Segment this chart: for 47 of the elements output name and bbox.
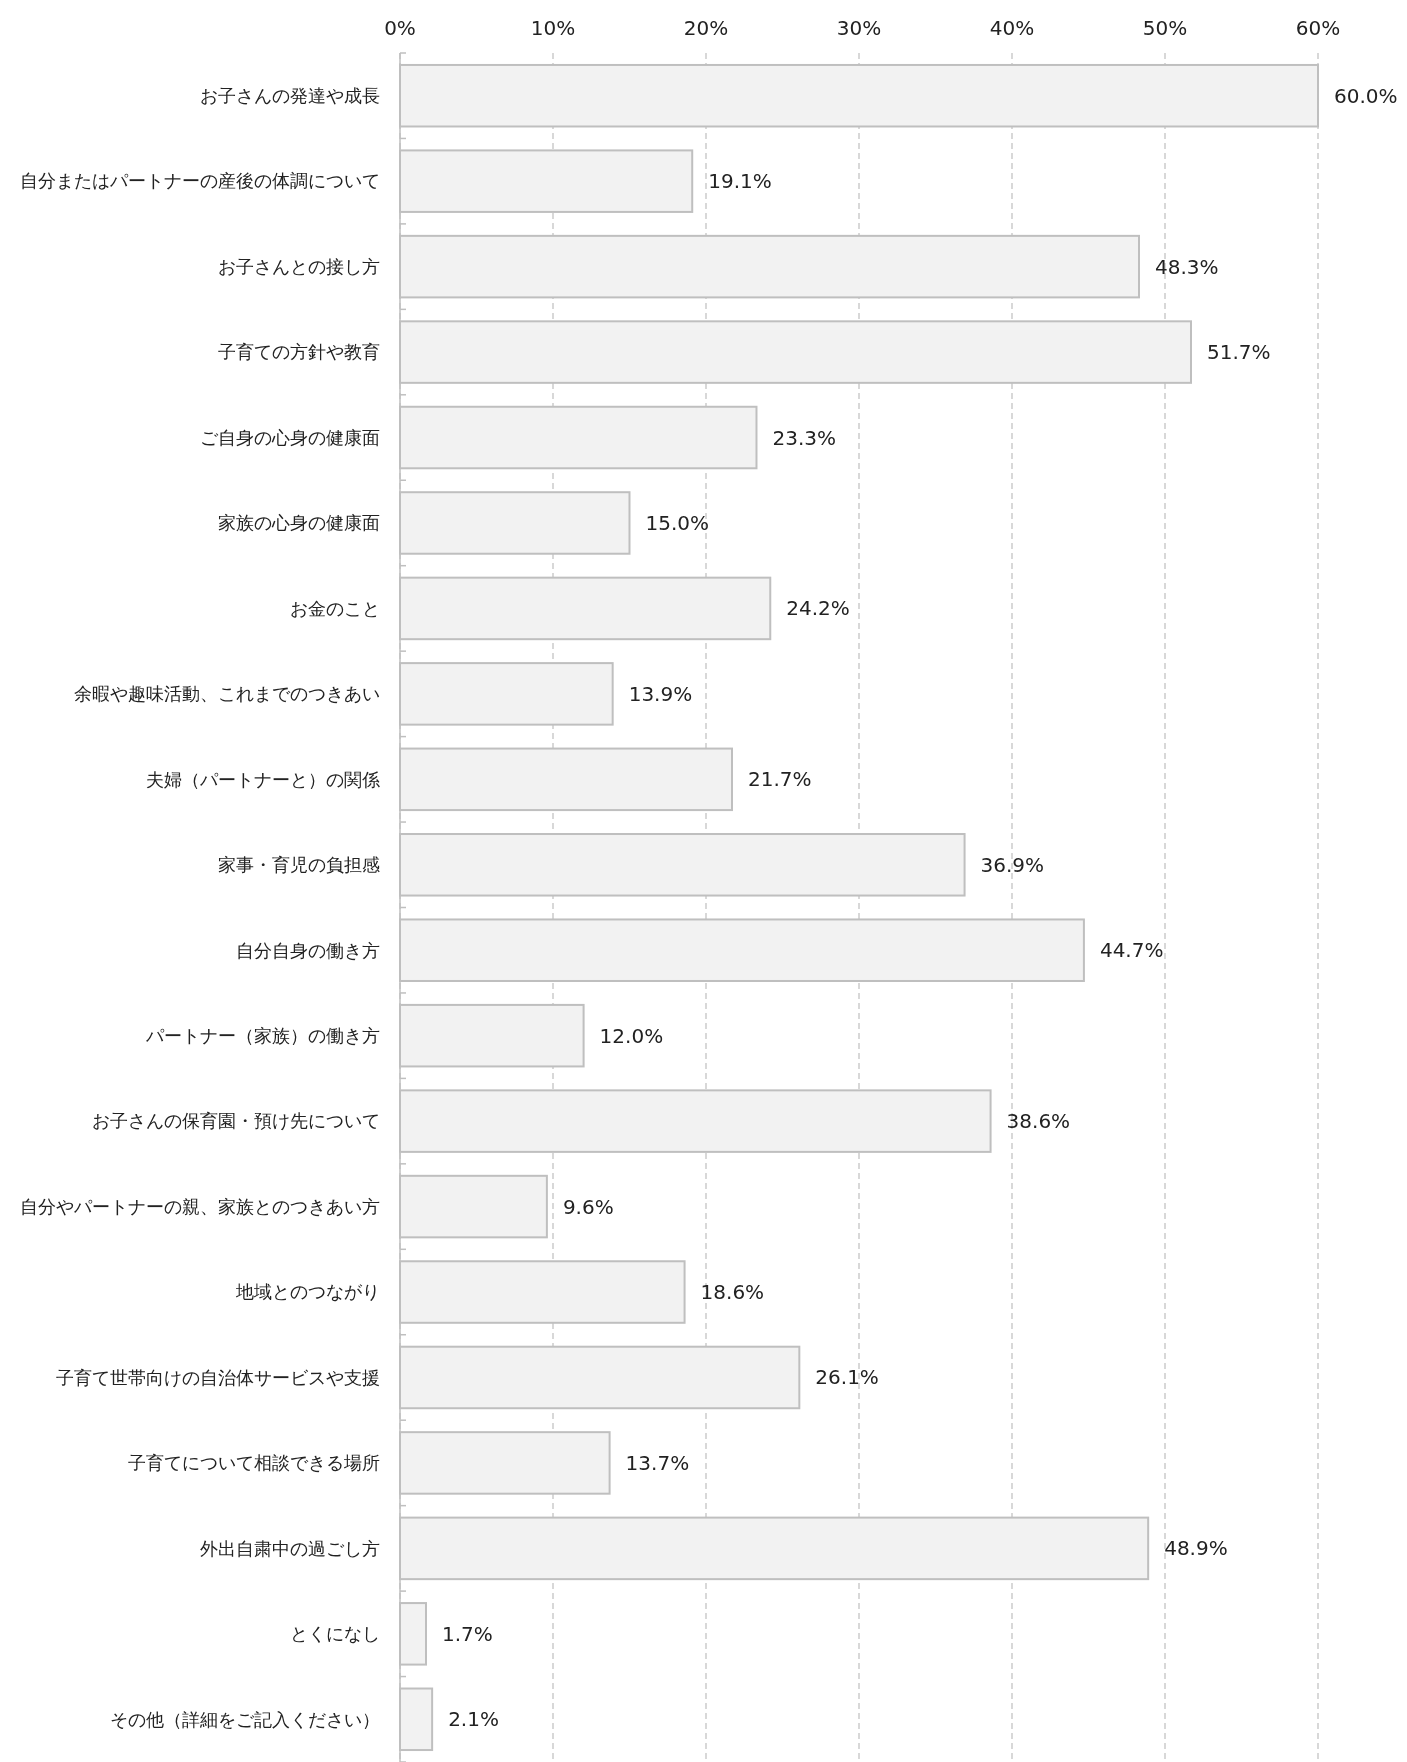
x-tick-label: 30%	[836, 16, 882, 40]
data-label: 2.1%	[448, 1707, 499, 1732]
data-label: 15.0%	[645, 510, 710, 535]
data-label: 51.7%	[1207, 340, 1271, 365]
y-tick-label: 家族の心身の健康面	[218, 512, 380, 534]
y-tick-label: 自分やパートナーの親、家族とのつきあい方	[20, 1195, 380, 1217]
y-tick-label: その他（詳細をご記入ください）	[110, 1708, 380, 1730]
y-tick-label: 地域とのつながり	[235, 1281, 380, 1303]
y-tick-label: 自分自身の働き方	[236, 939, 380, 961]
data-label: 13.9%	[628, 681, 693, 706]
y-tick-label: 子育てについて相談できる場所	[128, 1452, 380, 1474]
x-tick-label: 40%	[989, 16, 1035, 40]
data-label: 48.3%	[1154, 254, 1219, 279]
data-label: 21.7%	[748, 767, 812, 792]
data-label: 9.6%	[562, 1194, 614, 1219]
data-label: 60.0%	[1334, 83, 1398, 108]
data-label: 48.9%	[1164, 1536, 1228, 1561]
x-tick-label: 10%	[530, 16, 576, 40]
data-label: 1.7%	[442, 1621, 493, 1646]
y-tick-label: 家事・育児の負担感	[218, 854, 380, 876]
data-label: 18.6%	[700, 1280, 765, 1305]
y-tick-label: 外出自粛中の過ごし方	[200, 1537, 380, 1559]
data-label: 19.1%	[708, 169, 772, 194]
data-label: 13.7%	[625, 1450, 690, 1475]
x-tick-label: 60%	[1295, 16, 1341, 40]
data-label: 26.1%	[815, 1365, 879, 1390]
y-tick-label: 余暇や趣味活動、これまでのつきあい	[74, 683, 380, 705]
y-tick-label: パートナー（家族）の働き方	[145, 1024, 380, 1046]
data-label: 38.6%	[1006, 1109, 1071, 1134]
y-tick-label: 子育ての方針や教育	[218, 341, 380, 363]
y-tick-label: とくになし	[290, 1623, 380, 1645]
y-tick-label: お金のこと	[290, 597, 380, 619]
data-label: 24.2%	[786, 596, 850, 621]
y-tick-label: お子さんの保育園・預け先について	[92, 1110, 380, 1132]
y-tick-label: ご自身の心身の健康面	[200, 426, 380, 448]
data-label: 12.0%	[599, 1023, 664, 1048]
data-label: 36.9%	[980, 852, 1045, 877]
data-label: 23.3%	[772, 425, 837, 450]
y-tick-label: お子さんとの接し方	[218, 255, 380, 277]
y-tick-label: 自分またはパートナーの産後の体調について	[20, 170, 380, 192]
y-tick-label: お子さんの発達や成長	[200, 85, 380, 107]
x-tick-label: 0%	[384, 16, 416, 40]
y-tick-label: 夫婦（パートナーと）の関係	[146, 768, 380, 790]
x-tick-label: 20%	[683, 16, 729, 40]
data-label: 44.7%	[1099, 938, 1164, 963]
y-tick-label: 子育て世帯向けの自治体サービスや支援	[56, 1366, 380, 1388]
x-tick-label: 50%	[1142, 16, 1188, 40]
